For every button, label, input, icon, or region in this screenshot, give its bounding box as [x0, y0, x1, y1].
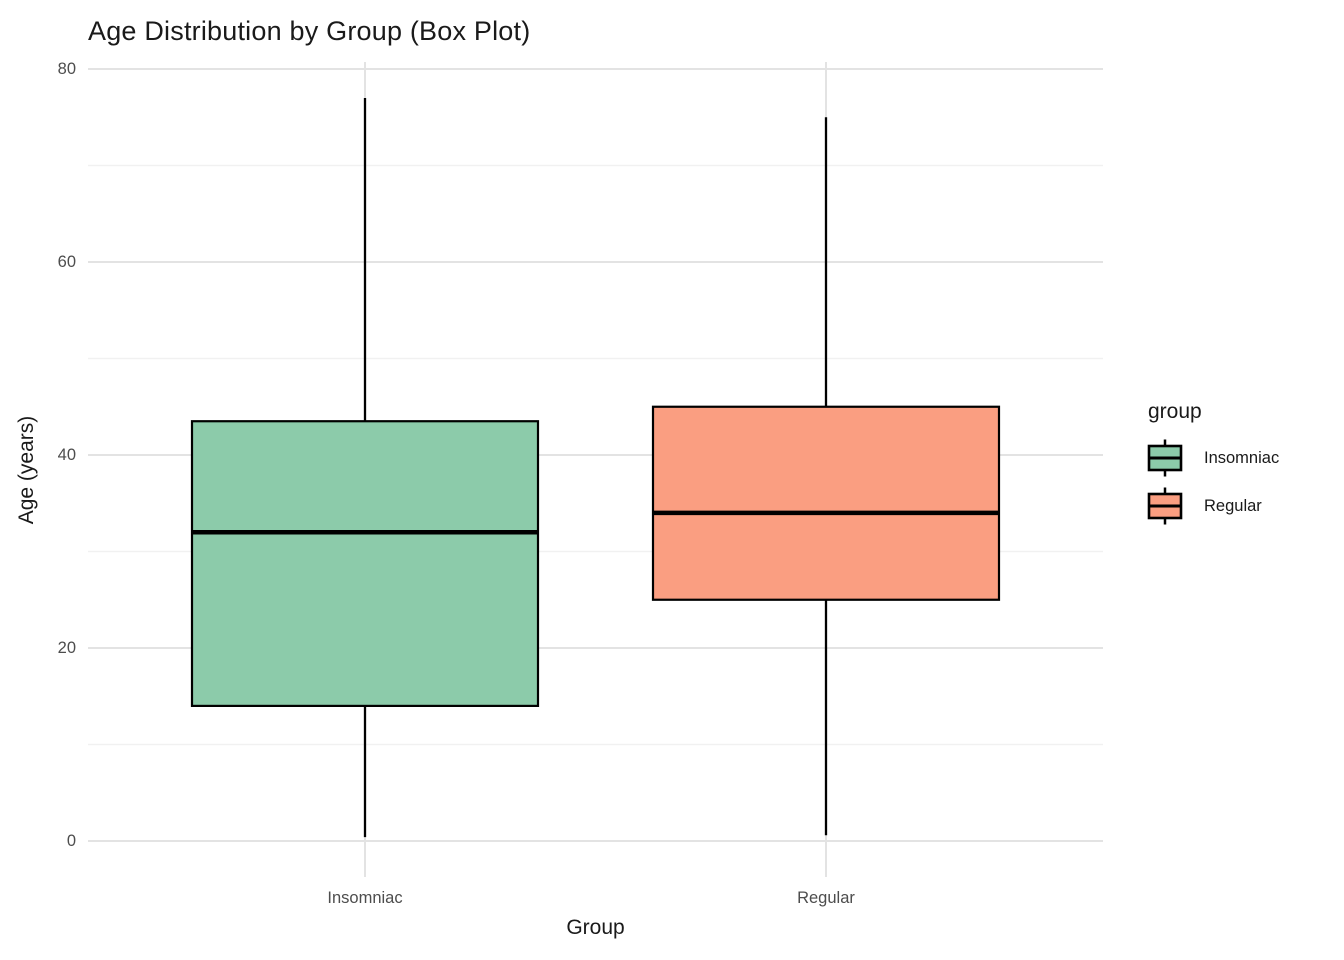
chart-title: Age Distribution by Group (Box Plot) [88, 16, 531, 46]
y-tick-label-60: 60 [57, 253, 76, 271]
y-tick-label-0: 0 [66, 832, 76, 850]
legend-title: group [1148, 400, 1202, 423]
box-regular [651, 405, 1001, 601]
y-tick-label-80: 80 [57, 60, 76, 78]
legend-item-regular: Regular [1146, 486, 1336, 526]
legend: group Insomniac Regular [1146, 400, 1336, 534]
x-axis-title: Group [566, 916, 625, 939]
y-tick-label-20: 20 [57, 639, 76, 657]
y-axis-title: Age (years) [15, 415, 38, 525]
x-tick-label-insomniac: Insomniac [327, 889, 403, 907]
boxplot-key-icon [1147, 439, 1183, 477]
box-insomniac [190, 420, 540, 707]
legend-item-insomniac: Insomniac [1146, 438, 1336, 478]
legend-label: Insomniac [1204, 448, 1280, 467]
y-tick-label-40: 40 [57, 446, 76, 464]
legend-label: Regular [1204, 496, 1262, 515]
x-tick-label-regular: Regular [797, 889, 855, 907]
boxplot-key-icon [1147, 487, 1183, 525]
